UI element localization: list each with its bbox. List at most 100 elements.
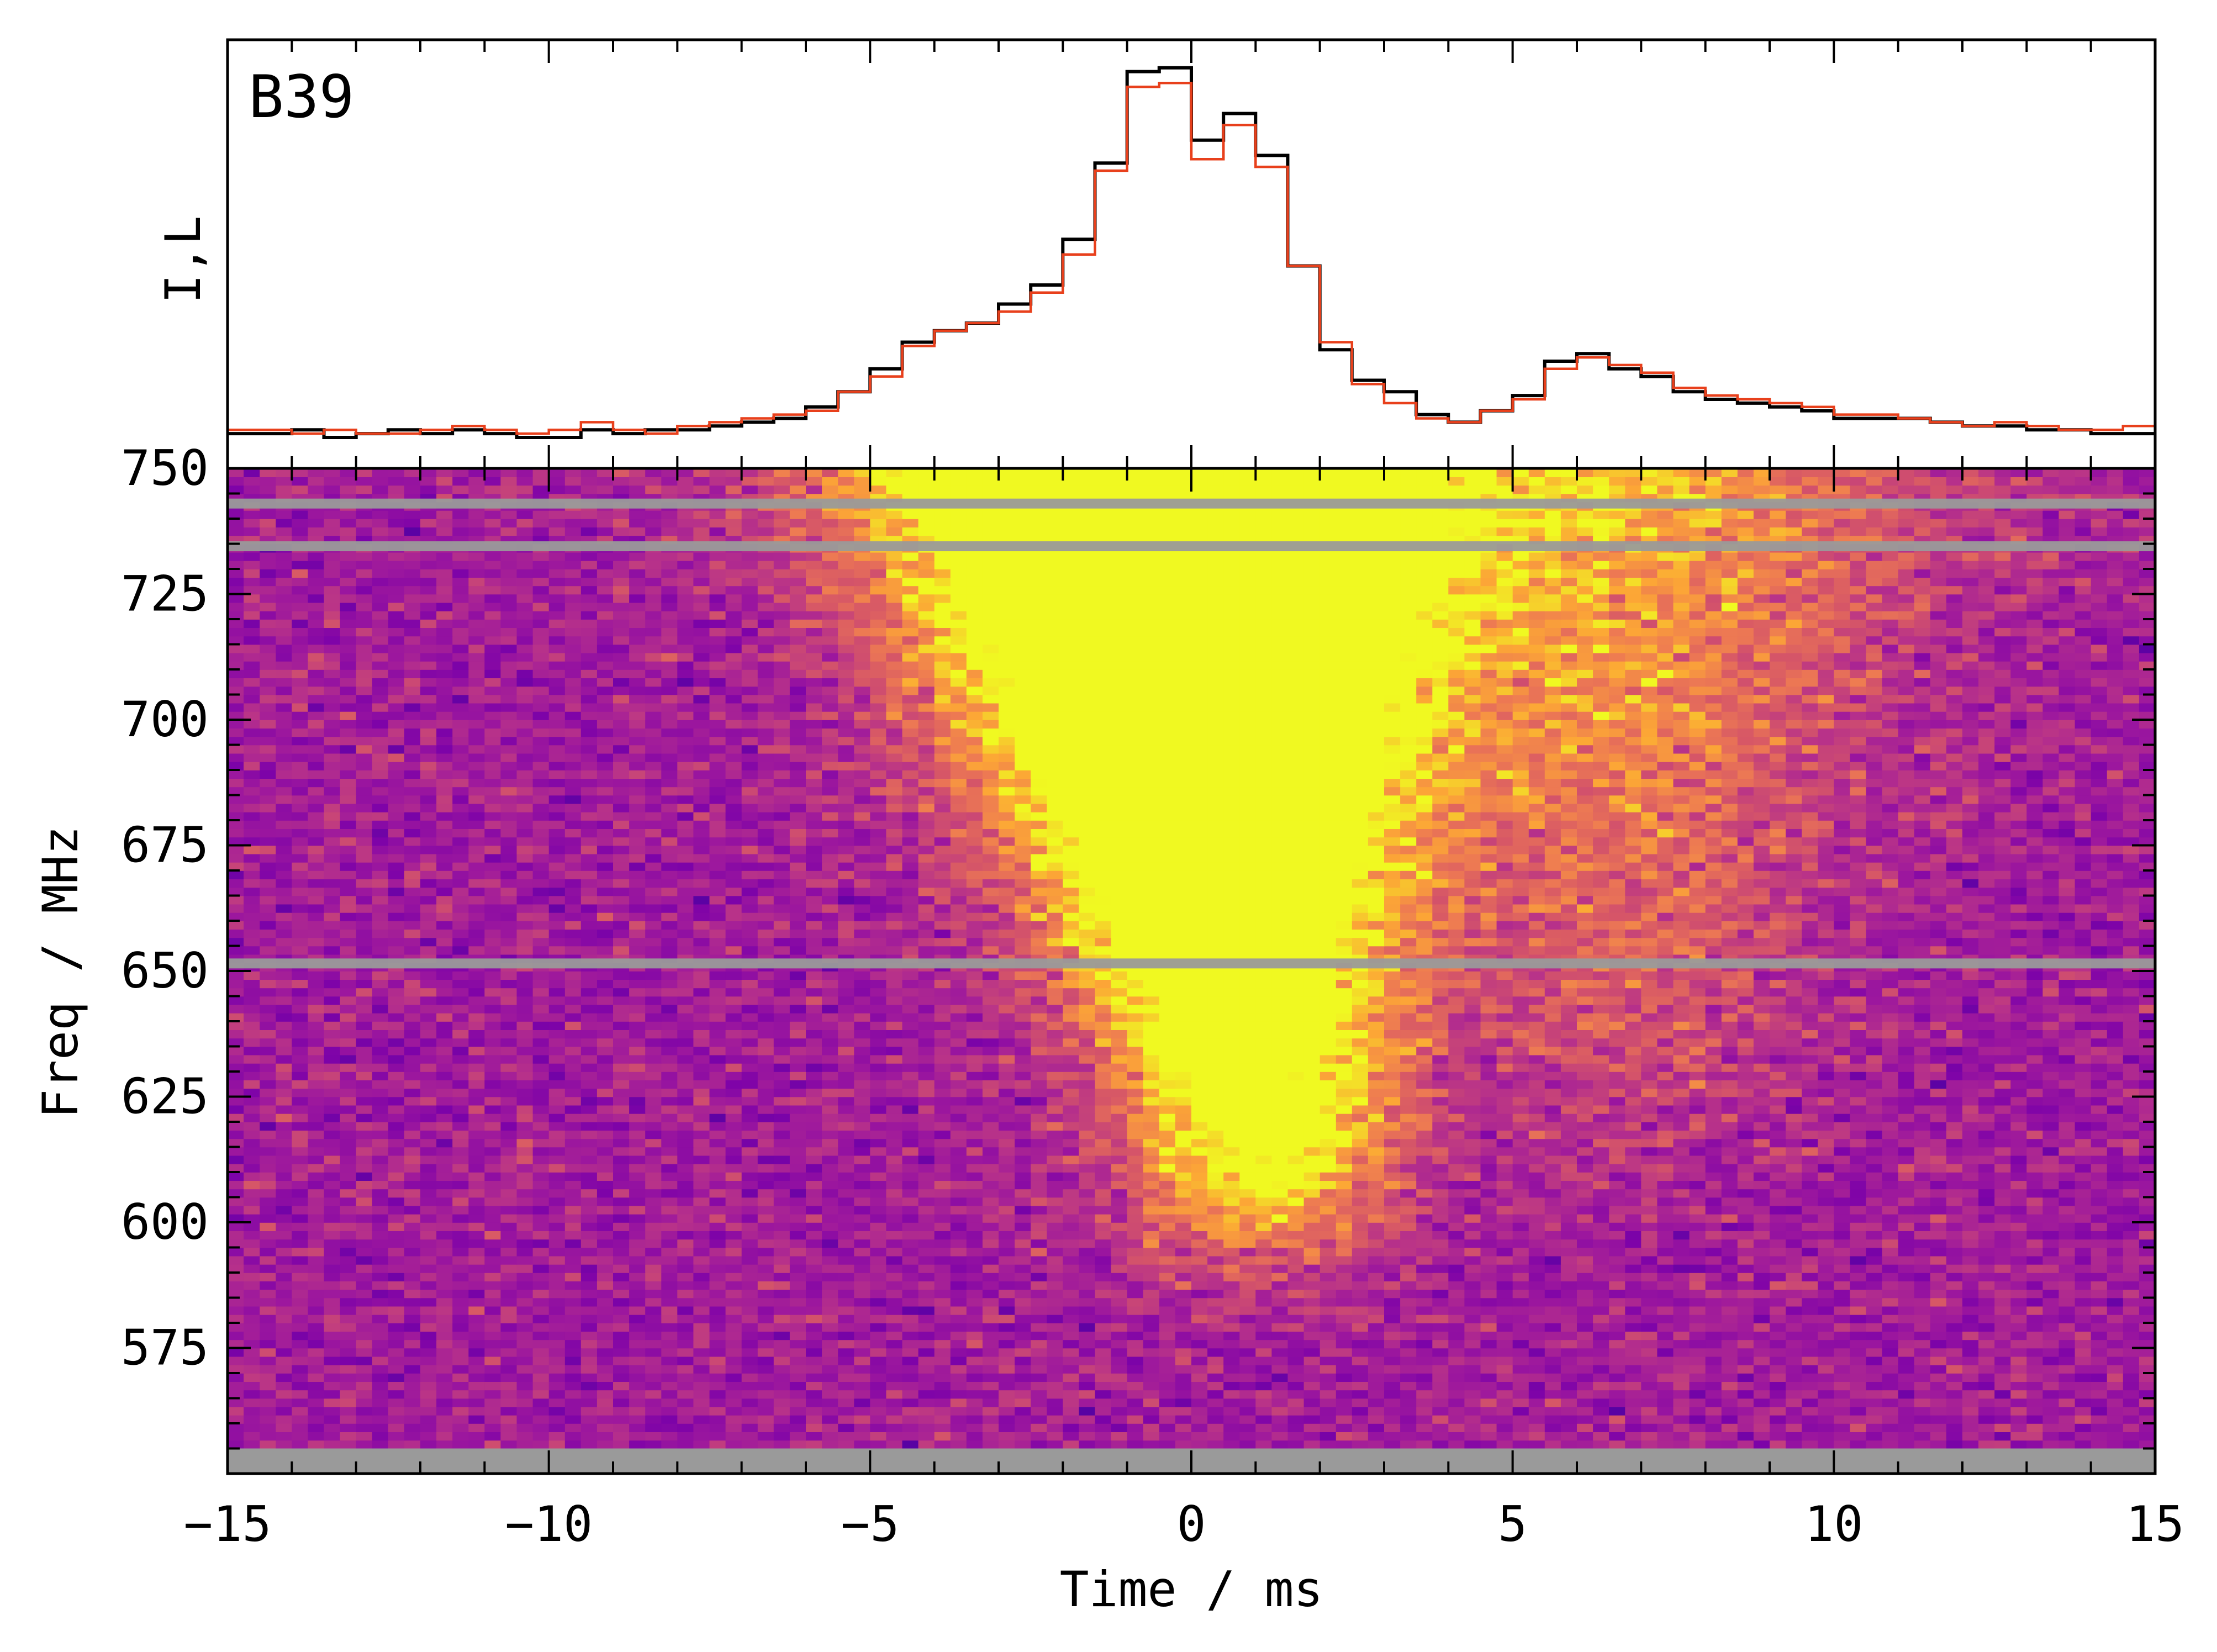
heatmap-cell [1464,1163,1481,1173]
heatmap-cell [2026,1130,2044,1139]
heatmap-cell [1657,1289,1674,1299]
heatmap-cell [629,1138,646,1148]
heatmap-cell [580,1432,598,1441]
heatmap-cell [806,1138,822,1148]
heatmap-cell [1015,1432,1031,1441]
heatmap-cell [1834,1155,1851,1164]
heatmap-cell [340,1222,357,1231]
heatmap-cell [1400,1314,1417,1323]
heatmap-cell [1496,1331,1513,1340]
heatmap-cell [260,1130,277,1139]
heatmap-cell [902,1339,919,1349]
heatmap-cell [1464,1440,1481,1449]
heatmap-cell [532,1189,550,1198]
heatmap-cell [1609,1189,1626,1198]
heatmap-cell [1528,1231,1545,1240]
heatmap-cell [228,1297,244,1307]
heatmap-cell [1111,1356,1128,1365]
heatmap-cell [613,1180,630,1190]
heatmap-cell [1544,1189,1561,1198]
heatmap-cell [1834,1373,1851,1382]
heatmap-cell [1802,1138,1819,1148]
heatmap-cell [902,1289,919,1299]
heatmap-cell [1368,1130,1385,1139]
heatmap-cell [709,1314,726,1323]
heatmap-cell [1400,1339,1417,1349]
heatmap-cell [484,1138,502,1148]
heatmap-cell [950,1423,967,1432]
heatmap-cell [902,1197,919,1206]
heatmap-cell [1962,1323,1979,1332]
heatmap-cell [966,1239,983,1248]
heatmap-cell [597,1205,614,1215]
heatmap-cell [580,1297,598,1307]
heatmap-cell [1063,1130,1080,1139]
heatmap-cell [1400,1273,1417,1281]
heatmap-cell [1753,1180,1770,1190]
heatmap-cell [1191,1130,1208,1139]
heatmap-cell [1175,1289,1192,1299]
heatmap-cell [1609,1138,1626,1148]
heatmap-cell [1657,1255,1674,1265]
heatmap-cell [1464,1189,1481,1198]
heatmap-cell [789,1348,806,1357]
heatmap-cell [1448,1339,1465,1349]
heatmap-cell [1127,1323,1144,1332]
heatmap-cell [1673,1155,1690,1164]
heatmap-cell [388,1180,405,1190]
heatmap-cell [1560,1423,1577,1432]
heatmap-cell [1625,1364,1642,1374]
heatmap-cell [1464,1373,1481,1382]
heatmap-cell [1303,1205,1321,1215]
heatmap-cell [2075,1213,2092,1223]
heatmap-cell [452,1415,469,1424]
heatmap-cell [1914,1281,1931,1290]
heatmap-cell [1239,1406,1257,1416]
heatmap-cell [388,1373,405,1382]
heatmap-cell [1673,1406,1690,1416]
heatmap-cell [2042,1297,2060,1307]
heatmap-cell [645,1348,662,1357]
heatmap-cell [1657,1331,1674,1340]
heatmap-cell [292,1423,309,1432]
heatmap-cell [854,1247,871,1257]
heatmap-cell [2139,1231,2156,1240]
heatmap-cell [532,1306,550,1315]
heatmap-cell [1336,1163,1353,1173]
heatmap-cell [1480,1398,1497,1407]
heatmap-cell [982,1381,999,1391]
heatmap-cell [2026,1440,2044,1449]
heatmap-cell [1480,1255,1497,1265]
heatmap-cell [677,1390,694,1399]
heatmap-cell [854,1323,871,1332]
heatmap-cell [1223,1138,1241,1148]
heatmap-cell [1255,1197,1273,1206]
heatmap-cell [1480,1213,1497,1223]
heatmap-cell [1641,1264,1658,1273]
heatmap-cell [2123,1205,2140,1215]
heatmap-cell [1143,1130,1160,1139]
heatmap-cell [1223,1163,1241,1173]
heatmap-cell [1015,1172,1031,1181]
heatmap-cell [886,1255,903,1265]
heatmap-cell [1641,1197,1658,1206]
heatmap-cell [1818,1306,1835,1315]
heatmap-cell [420,1415,437,1424]
heatmap-cell [1770,1406,1786,1416]
heatmap-cell [1079,1281,1096,1290]
heatmap-cell [1978,1231,1995,1240]
heatmap-cell [308,1205,325,1215]
heatmap-cell [1737,1163,1754,1173]
heatmap-cell [1544,1163,1561,1173]
heatmap-cell [741,1147,758,1156]
heatmap-cell [1673,1339,1690,1349]
heatmap-cell [1319,1255,1337,1265]
heatmap-cell [484,1356,502,1365]
heatmap-cell [1336,1247,1353,1257]
heatmap-cell [886,1289,903,1299]
heatmap-cell [677,1189,694,1198]
heatmap-cell [2042,1432,2060,1441]
heatmap-cell [1962,1289,1979,1299]
heatmap-cell [1255,1398,1273,1407]
heatmap-cell [757,1314,774,1323]
